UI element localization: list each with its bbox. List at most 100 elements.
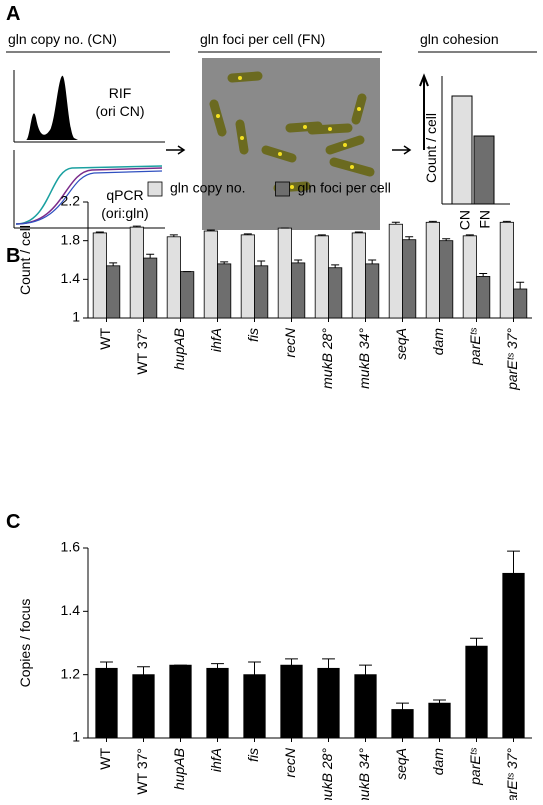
bar xyxy=(317,667,340,739)
bar xyxy=(166,236,181,319)
bar xyxy=(280,664,303,739)
error-bar xyxy=(211,663,224,669)
arrow xyxy=(392,145,412,155)
error-bar xyxy=(479,273,488,277)
y-tick-label: 1.4 xyxy=(61,270,81,286)
axis-label: Copies / focus xyxy=(17,599,33,688)
x-tick-label: WT xyxy=(97,748,113,770)
bar xyxy=(425,221,440,319)
legend-swatch xyxy=(147,181,163,197)
error-bar xyxy=(257,260,266,266)
error-bar xyxy=(359,664,372,675)
error-bar xyxy=(132,225,141,228)
label: (ori CN) xyxy=(96,103,145,119)
error-bar xyxy=(502,220,511,223)
axis-label: Count / cell xyxy=(423,113,439,183)
bar xyxy=(428,702,451,739)
legend-swatch xyxy=(275,181,290,197)
bar xyxy=(499,221,514,319)
bar xyxy=(439,240,454,319)
error-bar xyxy=(109,262,118,266)
legend-label: gln copy no. xyxy=(170,180,246,196)
y-tick-label: 1.8 xyxy=(61,231,81,247)
bar xyxy=(314,235,329,319)
x-tick-label: mukB 28° xyxy=(319,748,335,800)
x-tick-label: parEᵗˢ xyxy=(467,748,483,786)
error-bar xyxy=(206,229,215,231)
bar xyxy=(92,232,107,319)
x-tick-label: hupAB xyxy=(171,328,187,370)
error-bar xyxy=(507,550,520,574)
y-tick-label: 1.6 xyxy=(61,539,81,555)
tick-label: CN xyxy=(457,210,473,230)
foci xyxy=(216,76,361,189)
error-bar xyxy=(516,281,525,289)
heading: gln cohesion xyxy=(420,31,499,47)
x-tick-label: fis xyxy=(245,328,261,342)
error-bar xyxy=(331,264,340,268)
panel-label: A xyxy=(6,3,20,25)
panel-label: B xyxy=(6,245,20,267)
error-bar xyxy=(317,234,326,236)
bar xyxy=(143,257,158,319)
arrow xyxy=(166,145,186,155)
bar xyxy=(180,271,195,319)
y-tick-label: 2.2 xyxy=(61,193,81,209)
error-bar xyxy=(322,658,335,669)
x-tick-label: mukB 34° xyxy=(356,328,372,389)
bar xyxy=(203,230,218,319)
y-tick-label: 1.2 xyxy=(61,665,81,681)
y-tick-label: 1 xyxy=(72,729,80,745)
axis-label: Count / cell xyxy=(17,225,33,295)
legend-label: gln foci per cell xyxy=(298,180,391,196)
bar xyxy=(240,234,255,319)
x-tick-label: WT 37° xyxy=(134,328,150,375)
bar xyxy=(502,572,525,739)
label: RIF xyxy=(109,85,132,101)
bar xyxy=(351,232,366,319)
error-bar xyxy=(368,259,377,264)
error-bar xyxy=(146,253,155,259)
error-bar xyxy=(396,702,409,710)
bar xyxy=(243,674,266,739)
bar xyxy=(169,664,192,739)
bar xyxy=(129,226,144,319)
x-tick-label: WT xyxy=(97,328,113,350)
y-tick-label: 1 xyxy=(72,309,80,325)
x-tick-label: dam xyxy=(430,328,446,356)
x-tick-label: mukB 28° xyxy=(319,328,335,389)
x-tick-label: hupAB xyxy=(171,748,187,790)
x-tick-label: recN xyxy=(282,747,298,777)
error-bar xyxy=(465,234,474,236)
bar xyxy=(391,709,414,739)
bar xyxy=(513,288,528,319)
error-bar xyxy=(391,221,400,225)
bar xyxy=(277,227,292,319)
bar xyxy=(365,263,380,319)
bar xyxy=(462,235,477,319)
bar xyxy=(465,645,488,739)
heading: gln foci per cell (FN) xyxy=(200,31,325,47)
x-tick-label: WT 37° xyxy=(134,748,150,795)
bar xyxy=(95,667,118,739)
error-bar xyxy=(220,261,229,264)
curve xyxy=(15,165,163,225)
bar xyxy=(402,239,417,319)
x-tick-label: recN xyxy=(282,327,298,357)
arrow xyxy=(419,73,429,150)
bar xyxy=(354,674,377,739)
x-tick-label: seqA xyxy=(393,748,409,780)
bar xyxy=(106,265,121,319)
error-bar xyxy=(442,238,451,241)
x-tick-label: parEᵗˢ xyxy=(467,328,483,366)
x-tick-label: dam xyxy=(430,748,446,776)
error-bar xyxy=(285,658,298,666)
error-bar xyxy=(294,259,303,263)
bar xyxy=(132,674,155,739)
x-tick-label: fis xyxy=(245,748,261,762)
bar xyxy=(388,223,403,319)
bar xyxy=(206,667,229,739)
x-tick-label: mukB 34° xyxy=(356,748,372,800)
error-bar xyxy=(137,666,150,675)
